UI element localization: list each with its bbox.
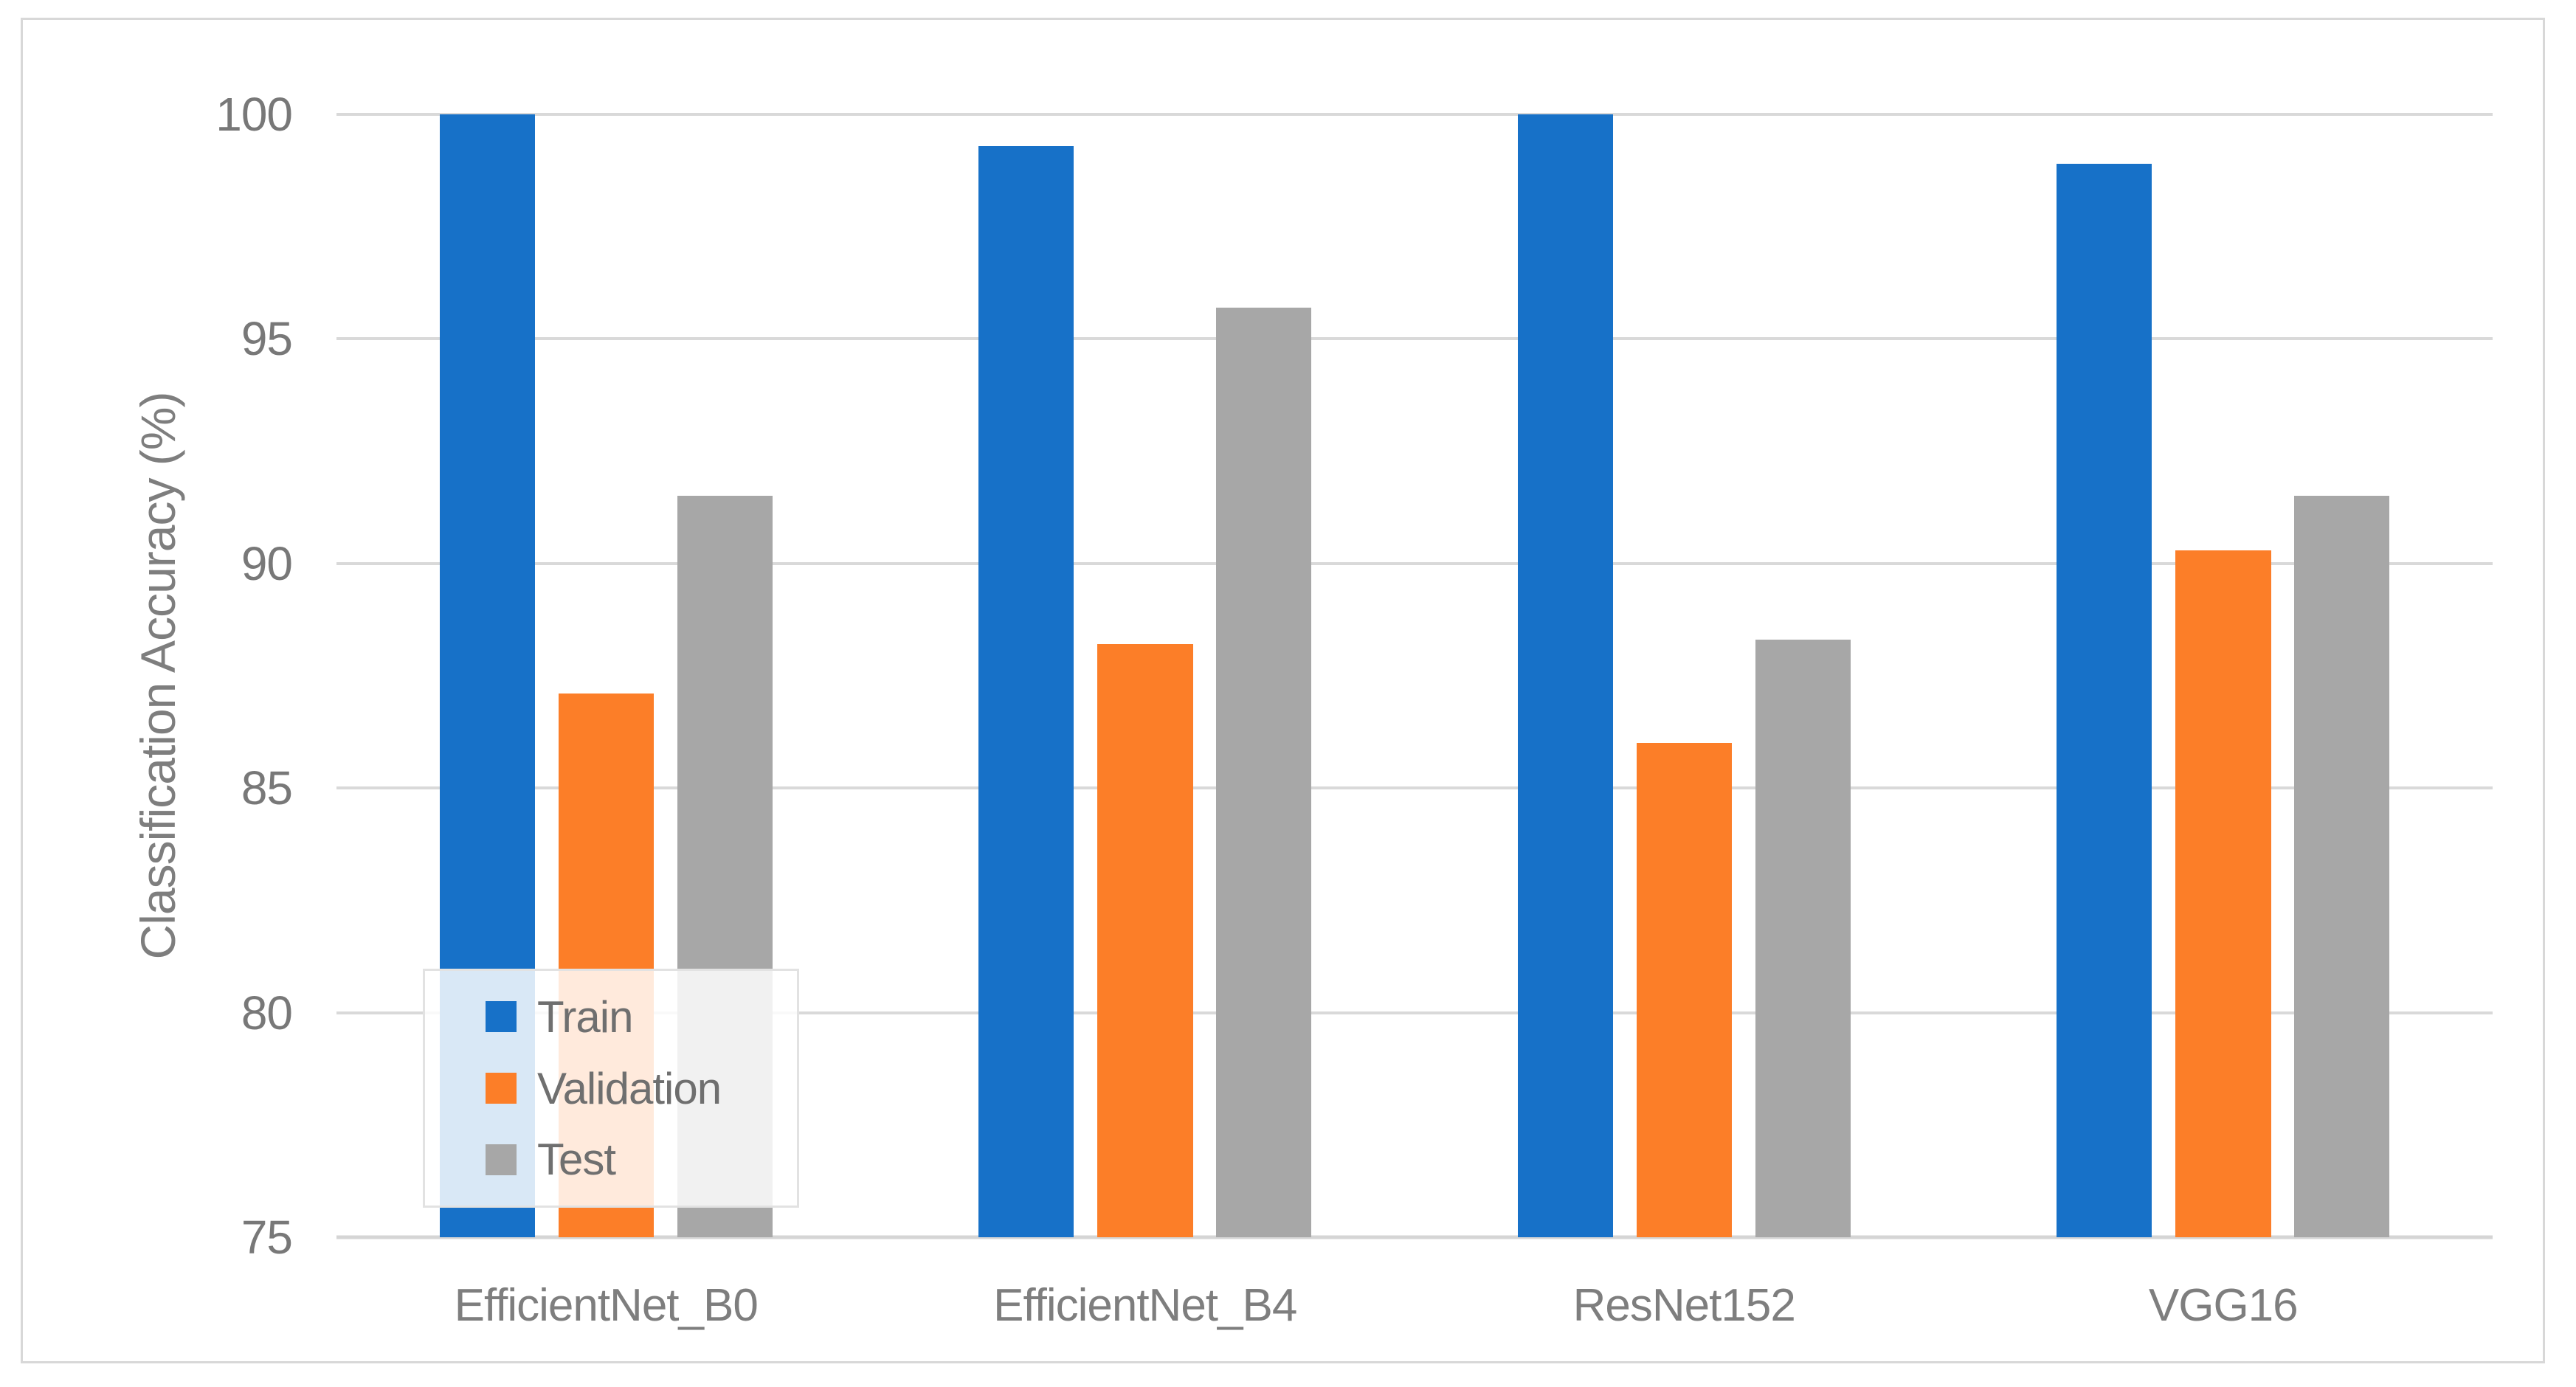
y-axis-title: Classification Accuracy (%) <box>131 392 185 960</box>
chart-frame: Classification Accuracy (%) 100 95 90 85 80 7… <box>21 18 2545 1363</box>
legend-swatch-validation-icon <box>486 1073 517 1104</box>
y-tick-label: 95 <box>241 312 293 366</box>
bar-test-EfficientNet_B4 <box>1216 307 1312 1237</box>
bar-validation-VGG16 <box>2175 550 2271 1237</box>
legend-swatch-train-icon <box>486 1001 517 1033</box>
x-category-label-EfficientNet_B0: EfficientNet_B0 <box>454 1280 759 1331</box>
gridline <box>336 786 2493 790</box>
legend-item-test: Test <box>486 1134 797 1185</box>
x-category-label-EfficientNet_B4: EfficientNet_B4 <box>993 1280 1297 1331</box>
y-tick-label: 90 <box>241 536 293 590</box>
bar-train-VGG16 <box>2057 163 2152 1237</box>
gridline <box>336 1011 2493 1014</box>
y-tick-label: 75 <box>241 1211 293 1264</box>
legend-label: Test <box>537 1135 616 1185</box>
legend-swatch-test-icon <box>486 1144 517 1175</box>
y-tick-label: 100 <box>215 88 293 141</box>
category-group-VGG16 <box>1954 114 2493 1237</box>
category-group-EfficientNet_B4 <box>876 114 1415 1237</box>
x-axis-line <box>336 1235 2493 1239</box>
bar-train-EfficientNet_B4 <box>978 145 1074 1237</box>
category-group-ResNet152 <box>1415 114 1954 1237</box>
x-category-label-VGG16: VGG16 <box>2148 1280 2299 1331</box>
legend: Train Validation Test <box>423 969 799 1208</box>
y-tick-label: 80 <box>241 986 293 1040</box>
x-category-label-ResNet152: ResNet152 <box>1572 1280 1796 1331</box>
legend-label: Train <box>537 992 633 1042</box>
gridline <box>336 561 2493 565</box>
legend-item-validation: Validation <box>486 1063 797 1114</box>
bar-test-ResNet152 <box>1755 640 1851 1237</box>
bar-validation-ResNet152 <box>1636 743 1733 1237</box>
bar-validation-EfficientNet_B4 <box>1097 644 1193 1237</box>
legend-label: Validation <box>537 1063 722 1113</box>
gridline <box>336 337 2493 341</box>
bar-test-VGG16 <box>2294 496 2390 1237</box>
legend-item-train: Train <box>486 992 797 1042</box>
bar-train-ResNet152 <box>1517 114 1613 1237</box>
y-tick-label: 85 <box>241 761 293 815</box>
gridline <box>336 113 2493 116</box>
